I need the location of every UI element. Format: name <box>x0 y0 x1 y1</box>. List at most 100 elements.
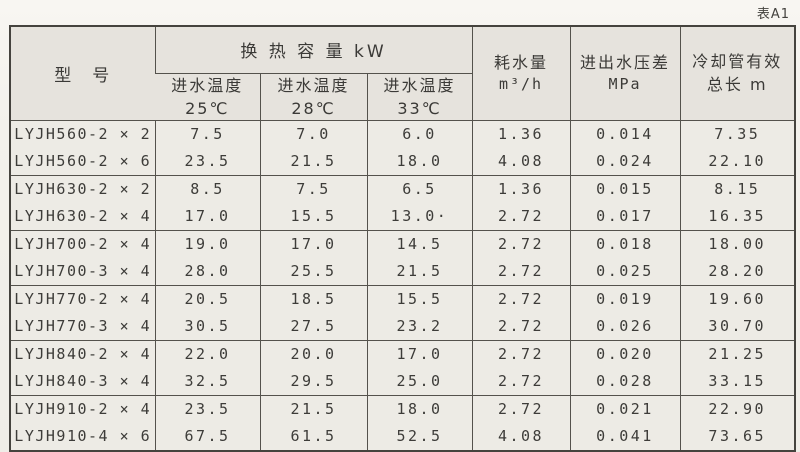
cell-model: LYJH770-2 × 4 <box>10 285 155 313</box>
cell-pressure: 0.017 <box>569 202 680 231</box>
cell-c25: 23.5 <box>154 395 260 423</box>
table-row: LYJH560-2 × 2 7.5 7.0 6.0 1.36 0.014 7.35 <box>10 120 795 148</box>
header-model: 型 号 <box>10 26 155 121</box>
table-row: LYJH630-2 × 4 17.0 15.5 13.0· 2.72 0.017 16.35 <box>10 202 795 231</box>
table-body: LYJH560-2 × 2 7.5 7.0 6.0 1.36 0.014 7.35 LYJH5… <box>10 120 795 451</box>
spec-table: 型 号 换 热 容 量 kW 耗水量 m³/h 进出水压差 MPa 冷却管有效 … <box>9 25 796 452</box>
cell-model: LYJH910-4 × 6 <box>10 422 155 451</box>
cell-c28: 18.5 <box>259 285 367 313</box>
cell-c28: 25.5 <box>259 257 367 286</box>
cell-length: 22.10 <box>679 147 795 176</box>
cell-pressure: 0.015 <box>569 175 680 203</box>
cell-water: 2.72 <box>471 202 570 231</box>
cell-c28: 29.5 <box>259 367 367 396</box>
header-water-consumption: 耗水量 m³/h <box>471 26 570 121</box>
cell-model: LYJH560-2 × 2 <box>10 120 155 148</box>
cell-length: 73.65 <box>679 422 795 451</box>
header-inlet-28-value: 28℃ <box>291 98 336 118</box>
header-inlet-temp-28: 进水温度 28℃ <box>259 73 367 121</box>
cell-c28: 7.5 <box>259 175 367 203</box>
cell-c28: 17.0 <box>259 230 367 258</box>
header-row-1: 型 号 换 热 容 量 kW 耗水量 m³/h 进出水压差 MPa 冷却管有效 … <box>10 26 795 121</box>
table-row: LYJH840-3 × 4 32.5 29.5 25.0 2.72 0.028 33.15 <box>10 367 795 396</box>
cell-water: 2.72 <box>471 312 570 341</box>
cell-c33: 6.0 <box>366 120 472 148</box>
cell-pressure: 0.028 <box>569 367 680 396</box>
cell-length: 30.70 <box>679 312 795 341</box>
table-row: LYJH910-2 × 4 23.5 21.5 18.0 2.72 0.021 22.90 <box>10 395 795 423</box>
cell-pressure: 0.018 <box>569 230 680 258</box>
cell-c33: 21.5 <box>366 257 472 286</box>
cell-c33: 18.0 <box>366 395 472 423</box>
cell-water: 1.36 <box>471 175 570 203</box>
header-pressure-unit: MPa <box>608 75 642 94</box>
cell-c33: 13.0· <box>366 202 472 231</box>
cell-pressure: 0.021 <box>569 395 680 423</box>
header-length-unit: 总长 m <box>706 75 768 95</box>
cell-length: 33.15 <box>679 367 795 396</box>
header-inlet-temp-33: 进水温度 33℃ <box>366 73 472 121</box>
cell-length: 18.00 <box>679 230 795 258</box>
cell-model: LYJH560-2 × 6 <box>10 147 155 176</box>
cell-pressure: 0.014 <box>569 120 680 148</box>
cell-length: 19.60 <box>679 285 795 313</box>
header-inlet-33-value: 33℃ <box>397 98 442 118</box>
cell-pressure: 0.020 <box>569 340 680 368</box>
cell-c28: 21.5 <box>259 147 367 176</box>
cell-water: 2.72 <box>471 340 570 368</box>
header-pressure-diff: 进出水压差 MPa <box>569 26 680 121</box>
cell-c28: 7.0 <box>259 120 367 148</box>
header-capacity-group: 换 热 容 量 kW <box>154 26 472 74</box>
cell-length: 22.90 <box>679 395 795 423</box>
table-caption: 表A1 <box>756 7 790 22</box>
table-row: LYJH700-3 × 4 28.0 25.5 21.5 2.72 0.025 28.20 <box>10 257 795 286</box>
cell-water: 2.72 <box>471 395 570 423</box>
cell-water: 1.36 <box>471 120 570 148</box>
header-pressure-title: 进出水压差 <box>579 52 670 72</box>
cell-water: 2.72 <box>471 230 570 258</box>
header-water-title: 耗水量 <box>493 52 548 72</box>
cell-model: LYJH630-2 × 2 <box>10 175 155 203</box>
cell-c25: 19.0 <box>154 230 260 258</box>
cell-c25: 67.5 <box>154 422 260 451</box>
cell-length: 8.15 <box>679 175 795 203</box>
cell-model: LYJH840-3 × 4 <box>10 367 155 396</box>
cell-model: LYJH770-3 × 4 <box>10 312 155 341</box>
cell-c28: 15.5 <box>259 202 367 231</box>
cell-c25: 8.5 <box>154 175 260 203</box>
table-header: 型 号 换 热 容 量 kW 耗水量 m³/h 进出水压差 MPa 冷却管有效 … <box>10 26 795 121</box>
cell-c25: 7.5 <box>154 120 260 148</box>
cell-c25: 28.0 <box>154 257 260 286</box>
cell-length: 28.20 <box>679 257 795 286</box>
cell-length: 21.25 <box>679 340 795 368</box>
cell-model: LYJH700-3 × 4 <box>10 257 155 286</box>
header-inlet-25-value: 25℃ <box>185 98 230 118</box>
table-row: LYJH560-2 × 6 23.5 21.5 18.0 4.08 0.024 22.10 <box>10 147 795 176</box>
cell-c33: 6.5 <box>366 175 472 203</box>
cell-length: 7.35 <box>679 120 795 148</box>
cell-pressure: 0.019 <box>569 285 680 313</box>
cell-c28: 21.5 <box>259 395 367 423</box>
cell-c33: 25.0 <box>366 367 472 396</box>
cell-pressure: 0.041 <box>569 422 680 451</box>
cell-c25: 17.0 <box>154 202 260 231</box>
cell-pressure: 0.025 <box>569 257 680 286</box>
cell-c33: 15.5 <box>366 285 472 313</box>
table-row: LYJH910-4 × 6 67.5 61.5 52.5 4.08 0.041 73.65 <box>10 422 795 451</box>
cell-c33: 17.0 <box>366 340 472 368</box>
header-row-2: 进水温度 25℃ 进水温度 28℃ 进水温度 33℃ <box>10 73 795 121</box>
cell-water: 2.72 <box>471 257 570 286</box>
table-row: LYJH770-2 × 4 20.5 18.5 15.5 2.72 0.019 19.60 <box>10 285 795 313</box>
cell-c33: 14.5 <box>366 230 472 258</box>
cell-c25: 20.5 <box>154 285 260 313</box>
table-row: LYJH630-2 × 2 8.5 7.5 6.5 1.36 0.015 8.15 <box>10 175 795 203</box>
header-inlet-25-title: 进水温度 <box>171 75 244 95</box>
cell-model: LYJH910-2 × 4 <box>10 395 155 423</box>
cell-model: LYJH700-2 × 4 <box>10 230 155 258</box>
cell-c25: 32.5 <box>154 367 260 396</box>
cell-water: 2.72 <box>471 285 570 313</box>
cell-c25: 22.0 <box>154 340 260 368</box>
header-inlet-28-title: 进水温度 <box>277 75 350 95</box>
header-inlet-temp-25: 进水温度 25℃ <box>155 73 260 121</box>
